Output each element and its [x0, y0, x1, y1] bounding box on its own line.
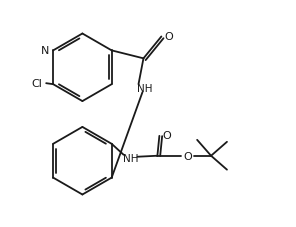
Text: NH: NH	[137, 84, 152, 94]
Text: O: O	[162, 130, 171, 140]
Text: O: O	[164, 32, 173, 42]
Text: Cl: Cl	[32, 79, 43, 89]
Text: N: N	[41, 46, 49, 56]
Text: NH: NH	[123, 153, 138, 163]
Text: O: O	[184, 151, 193, 161]
